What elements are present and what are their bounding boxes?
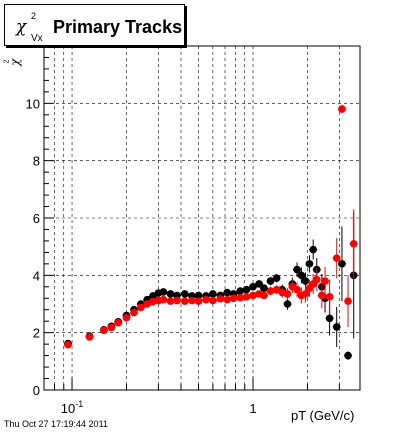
- red-data-point: [338, 105, 346, 113]
- y-tick-label: 10: [26, 96, 40, 111]
- black-data-point: [293, 265, 301, 274]
- red-data-point: [312, 275, 321, 284]
- black-data-point: [325, 314, 334, 323]
- red-data-point: [173, 296, 181, 305]
- title-superscript: 2: [31, 11, 37, 21]
- black-data-point: [236, 287, 245, 295]
- red-data-point: [229, 294, 238, 303]
- x-axis-label: pT (GeV/c): [291, 408, 355, 423]
- red-data-point: [137, 303, 145, 312]
- red-data-point: [216, 295, 225, 303]
- x-tick-label: 10-1: [61, 399, 83, 416]
- y-axis-label: χ 2: [0, 52, 24, 92]
- black-data-point: [272, 274, 281, 283]
- red-data-point: [100, 326, 108, 335]
- grid-lines: [43, 46, 360, 390]
- red-data-point: [249, 291, 257, 300]
- red-data-point: [107, 323, 116, 332]
- black-data-point: [332, 323, 341, 331]
- red-data-point: [223, 295, 232, 304]
- red-data-point: [266, 287, 275, 295]
- red-data-point: [242, 293, 251, 301]
- black-data-point: [309, 245, 317, 254]
- red-data-point: [321, 277, 329, 285]
- red-data-point: [260, 291, 268, 300]
- red-data-point: [130, 308, 138, 317]
- black-data-point: [255, 280, 263, 288]
- black-data-point: [297, 271, 306, 280]
- red-data-point: [283, 290, 292, 298]
- black-data-point: [344, 351, 352, 360]
- red-data-point: [85, 333, 94, 341]
- title-box: χ 2 Vx Primary Tracks: [4, 4, 185, 46]
- y-tick-label: 0: [33, 383, 40, 398]
- black-data-point: [260, 284, 268, 293]
- title-subscript: Vx: [31, 33, 43, 44]
- red-data-point: [202, 295, 210, 304]
- black-data-point: [166, 290, 175, 298]
- red-data-point: [325, 293, 334, 301]
- axes: 0 2 4 6 8 10 10-1 1: [26, 45, 361, 416]
- y-tick-label: 8: [33, 154, 40, 169]
- red-data-point: [114, 318, 123, 327]
- y-tick-label: 2: [33, 326, 40, 341]
- red-data-point: [301, 290, 310, 298]
- red-data-point: [349, 240, 358, 248]
- y-tick-label: 4: [33, 268, 40, 283]
- y-tick-label: 6: [33, 211, 40, 226]
- red-data-point: [64, 340, 72, 349]
- black-data-point: [249, 283, 257, 291]
- chart-title: Primary Tracks: [53, 17, 183, 37]
- timestamp: Thu Oct 27 17:19:44 2011: [4, 419, 108, 429]
- red-data-point: [181, 297, 189, 305]
- red-data-point: [293, 285, 301, 294]
- red-data-point: [209, 296, 217, 305]
- black-data-point: [209, 290, 217, 298]
- black-data-point: [223, 288, 232, 297]
- red-data-point: [166, 297, 175, 305]
- red-data-point: [332, 254, 341, 262]
- black-data-point: [159, 288, 168, 296]
- red-data-point: [188, 296, 196, 305]
- title-chi-symbol: χ: [16, 17, 27, 37]
- red-data-point: [272, 285, 281, 294]
- red-data-point: [159, 295, 168, 304]
- y-axis-label-sup: 2: [3, 59, 11, 64]
- red-data-point: [194, 297, 203, 305]
- black-data-point: [181, 290, 189, 298]
- black-data-point: [266, 277, 275, 285]
- x-tick-label: 1: [249, 401, 256, 416]
- black-data-point: [194, 291, 203, 300]
- black-data-point: [305, 260, 314, 268]
- x-tick-label-exponent: -1: [75, 399, 83, 409]
- black-data-point: [338, 260, 346, 268]
- red-data-point: [318, 291, 326, 300]
- red-data-point: [122, 313, 131, 322]
- black-data-point: [301, 277, 310, 285]
- black-data-point: [283, 300, 292, 308]
- red-data-point: [236, 293, 245, 302]
- black-data-point: [242, 285, 251, 294]
- data-marks: [64, 104, 358, 360]
- red-data-point: [344, 297, 352, 305]
